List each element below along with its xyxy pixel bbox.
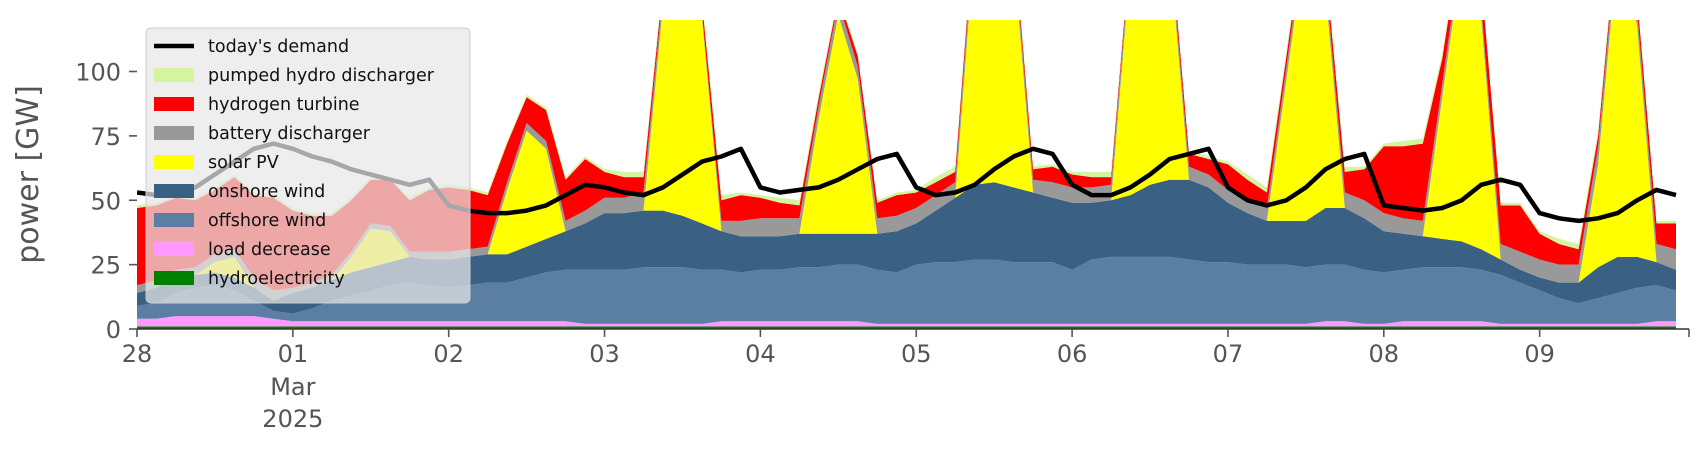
legend-swatch — [154, 271, 194, 285]
legend-label: pumped hydro discharger — [208, 66, 435, 86]
y-tick-label: 50 — [90, 187, 121, 215]
x-tick-label: 07 — [1213, 340, 1244, 368]
area-load-decrease — [137, 316, 1676, 327]
legend-label: onshore wind — [208, 182, 325, 202]
area-solar-pv — [137, 20, 1676, 301]
y-tick-label: 75 — [90, 123, 121, 151]
x-tick-sublabel: Mar — [270, 373, 315, 401]
y-tick-label: 25 — [90, 252, 121, 280]
legend-label: offshore wind — [208, 211, 326, 231]
legend-swatch — [154, 126, 194, 140]
legend-box — [145, 27, 471, 304]
x-tick-sublabel: 2025 — [262, 405, 323, 433]
legend-label: hydrogen turbine — [208, 95, 360, 115]
x-tick-label: 06 — [1057, 340, 1088, 368]
legend-label: solar PV — [208, 153, 279, 173]
legend-label: today's demand — [208, 37, 349, 57]
x-tick-label: 01 — [278, 340, 309, 368]
y-tick-label: 0 — [106, 316, 121, 344]
x-tick-label: 03 — [589, 340, 620, 368]
x-tick-label: 08 — [1369, 340, 1400, 368]
legend-swatch — [154, 68, 194, 82]
legend: today's demand pumped hydro discharger hyd… — [145, 27, 471, 304]
area-offshore-wind — [137, 256, 1676, 324]
legend-swatch — [154, 242, 194, 256]
x-tick-label: 09 — [1524, 340, 1555, 368]
x-tick-label: 28 — [122, 340, 153, 368]
x-tick-label: 04 — [745, 340, 776, 368]
legend-label: battery discharger — [208, 124, 371, 144]
legend-swatch — [154, 213, 194, 227]
legend-label: load decrease — [208, 240, 331, 260]
x-tick-label: 02 — [433, 340, 464, 368]
area-onshore-wind — [137, 179, 1676, 314]
legend-swatch — [154, 155, 194, 169]
x-tick-label: 05 — [901, 340, 932, 368]
legend-label: hydroelectricity — [208, 269, 345, 289]
y-tick-label: 100 — [75, 59, 121, 87]
y-axis-title: power [GW] — [11, 85, 46, 264]
legend-swatch — [154, 184, 194, 198]
legend-swatch — [154, 97, 194, 111]
axes: 0 25 50 75 100 28 01 Mar 2025 02 03 04 05 06 07 08 09 — [75, 59, 1690, 433]
